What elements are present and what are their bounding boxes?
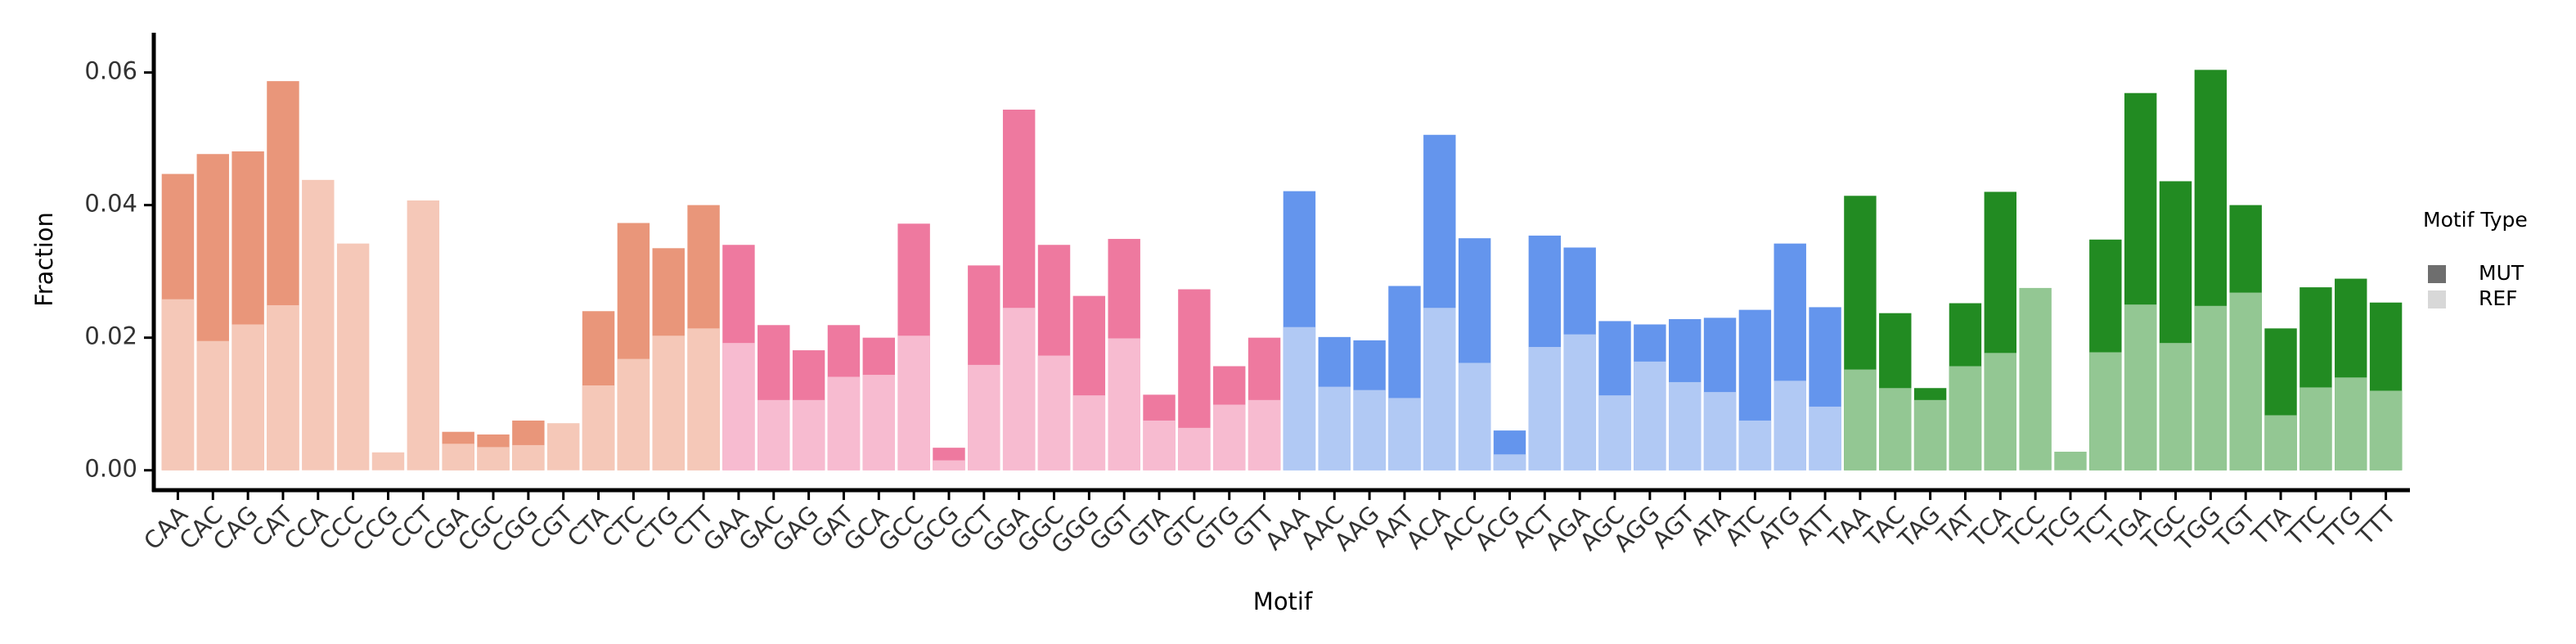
bar <box>968 364 1000 471</box>
bar <box>2089 352 2122 471</box>
bar <box>1738 420 1772 471</box>
bar <box>758 399 790 471</box>
x-axis-label: Motif <box>1253 588 1313 615</box>
bar <box>1598 395 1631 471</box>
bar <box>302 179 335 471</box>
bar <box>1703 392 1737 471</box>
bar <box>862 375 896 471</box>
bar <box>512 444 545 471</box>
bar <box>1913 399 1947 471</box>
bar <box>1563 334 1596 471</box>
bar <box>1072 395 1106 471</box>
bar <box>336 243 370 471</box>
bar <box>1318 386 1351 471</box>
bar <box>1774 381 1806 471</box>
bar <box>1879 388 1912 471</box>
legend-swatch <box>2428 265 2446 283</box>
bar <box>2019 287 2052 471</box>
y-tick-label: 0.06 <box>84 57 137 85</box>
bar <box>1143 420 1176 471</box>
bar <box>2229 292 2262 471</box>
bar <box>1213 404 1246 471</box>
bar <box>1002 308 1036 471</box>
bar <box>407 200 440 471</box>
bar <box>1353 390 1386 471</box>
bar <box>161 299 195 471</box>
bar <box>1493 454 1526 471</box>
y-tick-label: 0.04 <box>84 190 137 218</box>
bar <box>897 336 930 471</box>
legend-title: Motif Type <box>2423 208 2528 232</box>
bar <box>1844 369 1877 471</box>
bar <box>2124 304 2157 471</box>
bar <box>196 340 229 471</box>
bar <box>1634 361 1666 471</box>
bar <box>2335 377 2367 471</box>
bar <box>1423 308 1456 471</box>
bar <box>1248 399 1281 471</box>
bar <box>1283 327 1316 471</box>
bar <box>1037 355 1071 471</box>
bar <box>652 336 685 471</box>
bar <box>617 358 650 471</box>
legend-swatch <box>2428 290 2446 308</box>
bar <box>2300 387 2332 471</box>
bar <box>1388 398 1421 471</box>
bar <box>1178 427 1211 471</box>
y-tick-label: 0.02 <box>84 322 137 350</box>
bar <box>933 460 965 471</box>
bar <box>2264 415 2297 471</box>
bar <box>1809 406 1841 471</box>
legend-label: REF <box>2479 286 2518 310</box>
bar <box>1108 338 1140 471</box>
bar <box>1668 381 1702 471</box>
bar <box>687 328 720 471</box>
y-tick-label: 0.00 <box>84 455 137 483</box>
bar <box>232 324 264 471</box>
bar <box>442 444 474 471</box>
legend-label: MUT <box>2479 261 2524 285</box>
bar <box>267 304 299 471</box>
bar <box>1458 363 1491 471</box>
bar <box>477 447 510 471</box>
bar <box>792 399 825 471</box>
bar <box>582 385 615 471</box>
bar <box>2159 343 2192 471</box>
x-tick-label: TTT <box>2351 500 2402 551</box>
bar <box>1528 347 1562 471</box>
bar <box>371 452 405 471</box>
y-axis-label: Fraction <box>30 212 58 307</box>
bar <box>827 376 861 471</box>
bar <box>722 343 755 471</box>
bar <box>1949 366 1982 471</box>
bar <box>2054 452 2087 471</box>
bar <box>2194 305 2228 471</box>
bar <box>2369 390 2403 471</box>
bar <box>1984 353 2017 471</box>
bar <box>546 423 580 471</box>
